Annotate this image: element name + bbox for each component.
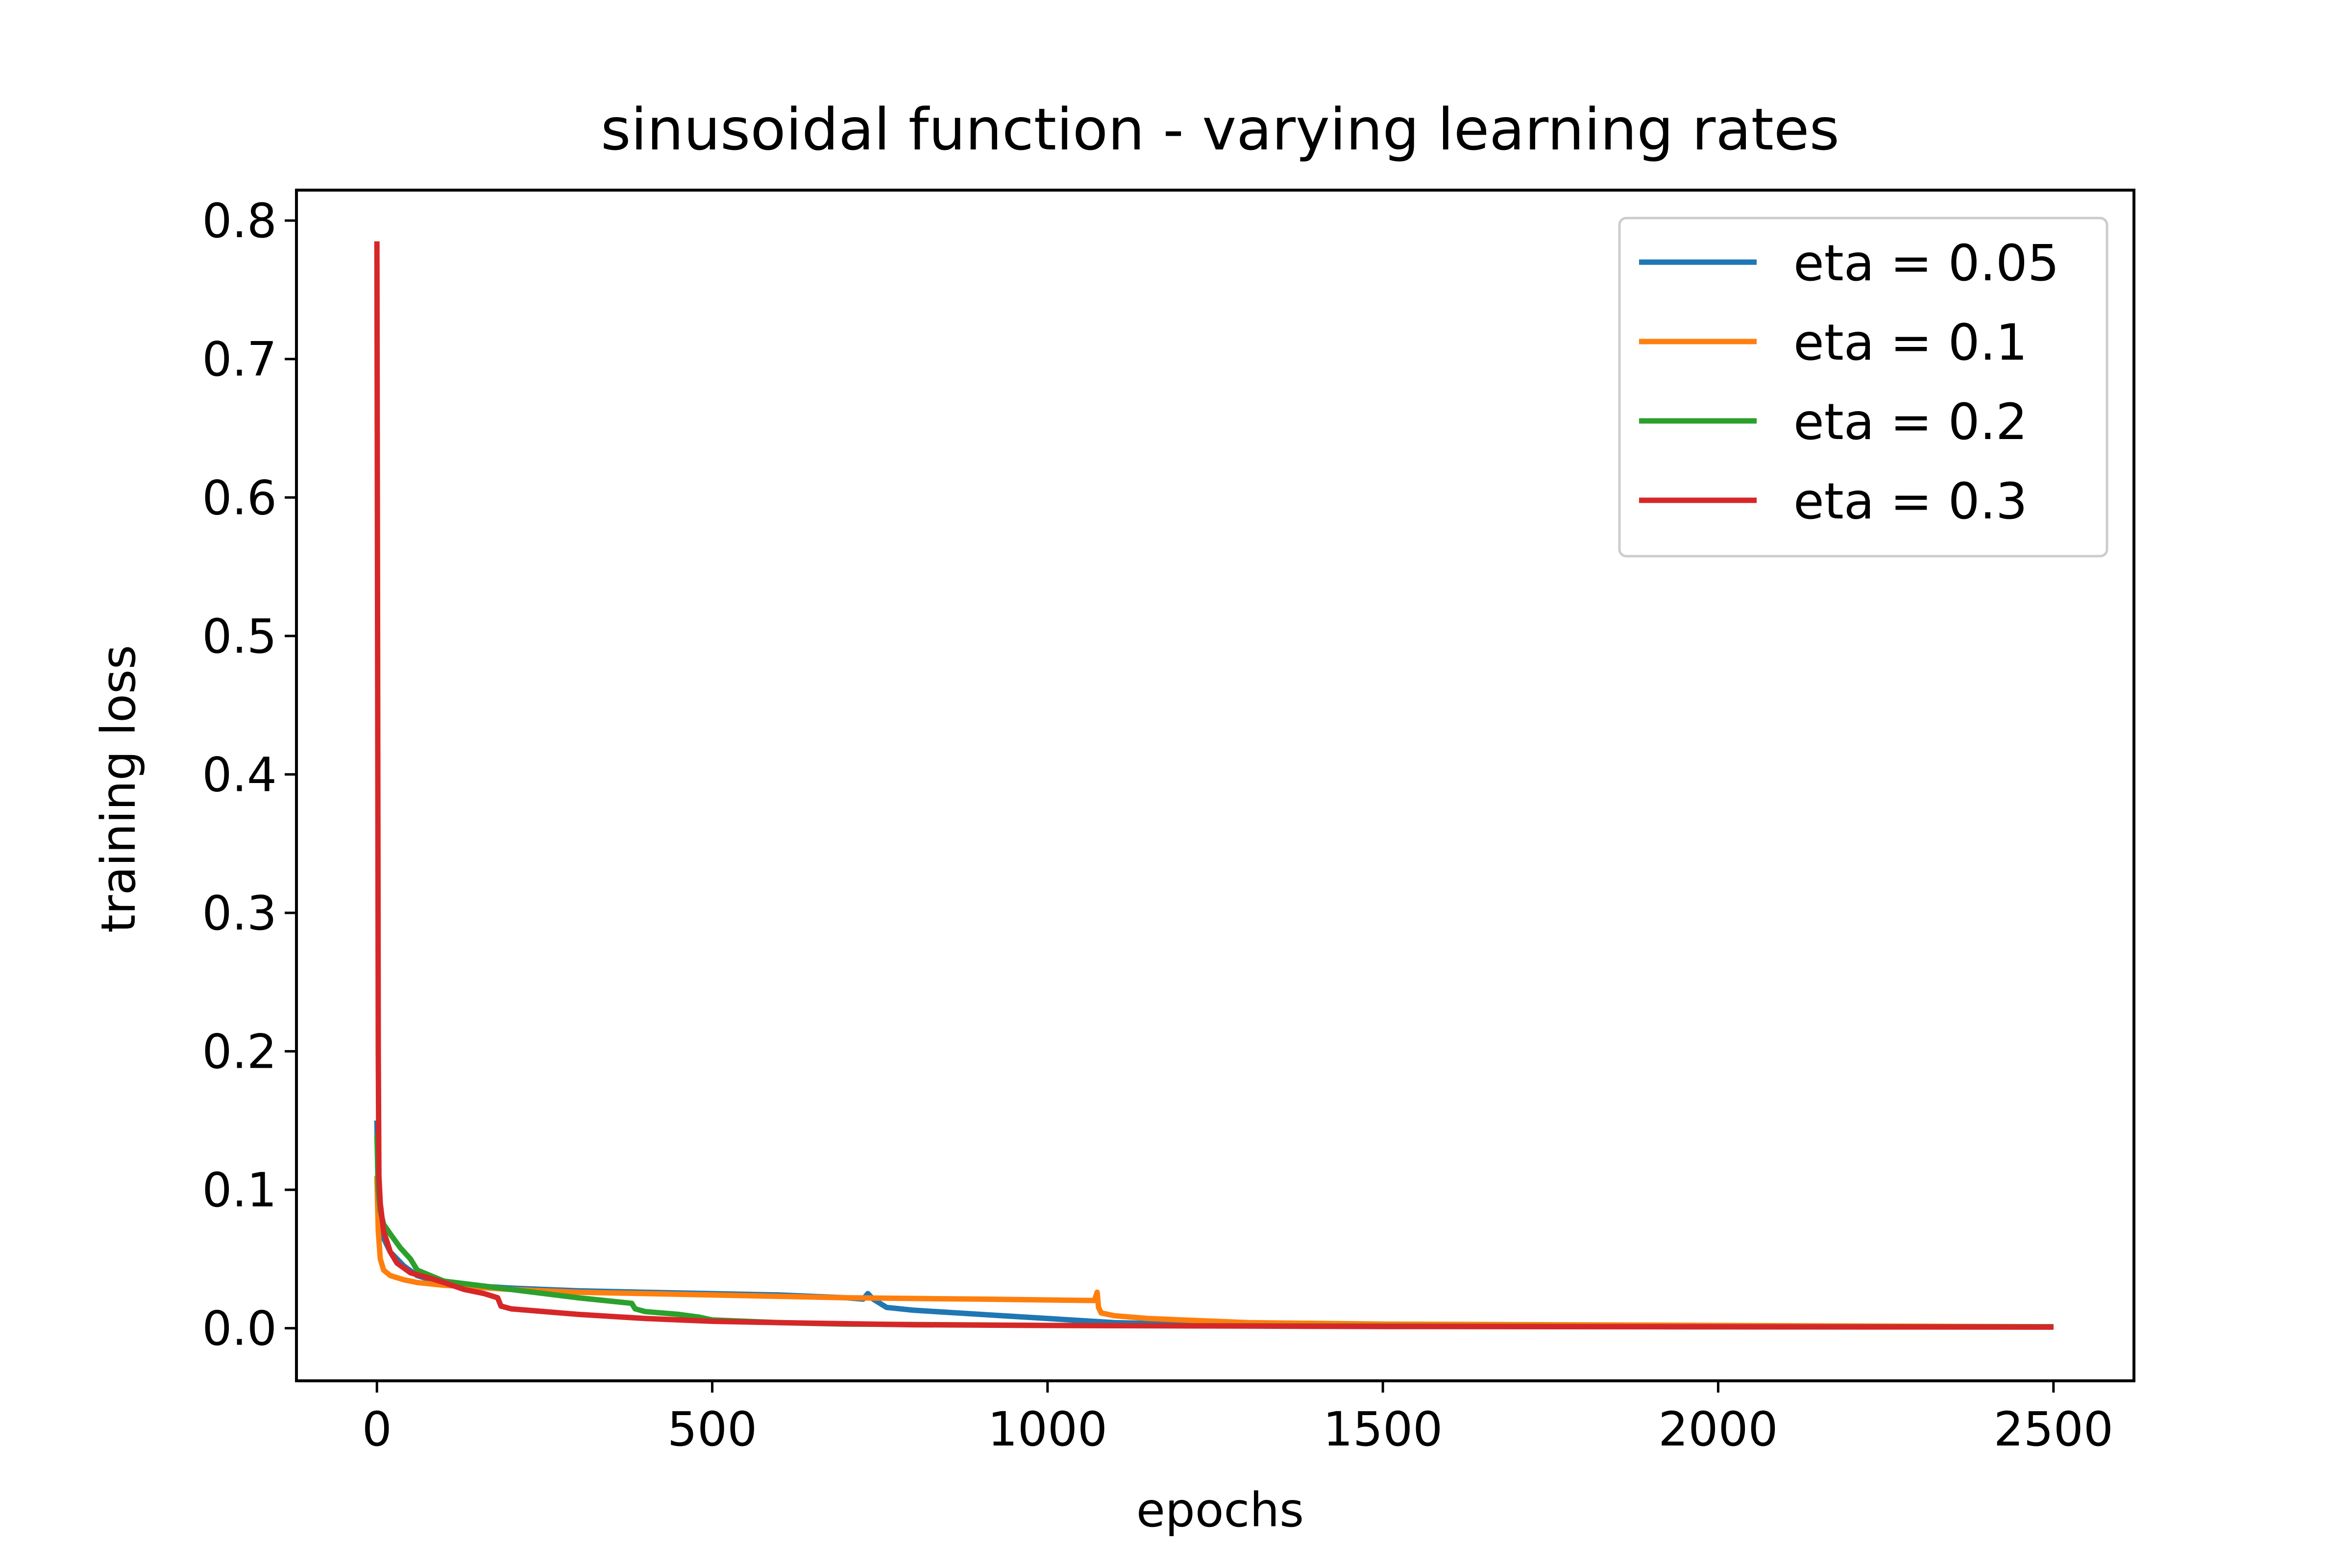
legend-label-3: eta = 0.3 <box>1793 472 2028 531</box>
legend-label-0: eta = 0.05 <box>1793 234 2059 293</box>
y-tick-label: 0.2 <box>202 1025 277 1079</box>
series-line-1 <box>374 1176 2054 1330</box>
y-tick-label: 0.3 <box>202 886 277 941</box>
y-axis-label: training loss <box>91 645 146 933</box>
x-tick-label: 500 <box>667 1402 757 1457</box>
series-line-3 <box>374 241 2054 1330</box>
x-tick-label: 2500 <box>1994 1402 2113 1457</box>
series-lines <box>374 241 2054 1330</box>
legend-label-1: eta = 0.1 <box>1793 314 2028 372</box>
legend-box <box>1618 217 2108 558</box>
y-tick-label: 0.4 <box>202 747 277 802</box>
plot-area: 0 500 1000 1500 2000 2500 0.0 0.1 0.2 0.3 0.4 0.5 0.… <box>202 189 2135 1457</box>
y-tick-label: 0.7 <box>202 332 277 387</box>
x-tick-label: 1000 <box>988 1402 1107 1457</box>
y-tick-label: 0.8 <box>202 194 277 248</box>
y-tick-label: 0.1 <box>202 1163 277 1218</box>
x-tick-label: 1500 <box>1323 1402 1443 1457</box>
y-tick-label: 0.0 <box>202 1301 277 1356</box>
y-tick-label: 0.5 <box>202 609 277 664</box>
legend-label-2: eta = 0.2 <box>1793 393 2028 451</box>
legend: eta = 0.05 eta = 0.1 eta = 0.2 eta = 0.3 <box>1618 217 2108 558</box>
y-tick-label: 0.6 <box>202 470 277 525</box>
chart-title: sinusoidal function - varying learning r… <box>601 96 1839 163</box>
plot-frame <box>295 189 2135 1382</box>
x-tick-label: 0 <box>362 1402 392 1457</box>
x-tick-label: 2000 <box>1658 1402 1778 1457</box>
x-axis-label: epochs <box>1136 1483 1304 1538</box>
